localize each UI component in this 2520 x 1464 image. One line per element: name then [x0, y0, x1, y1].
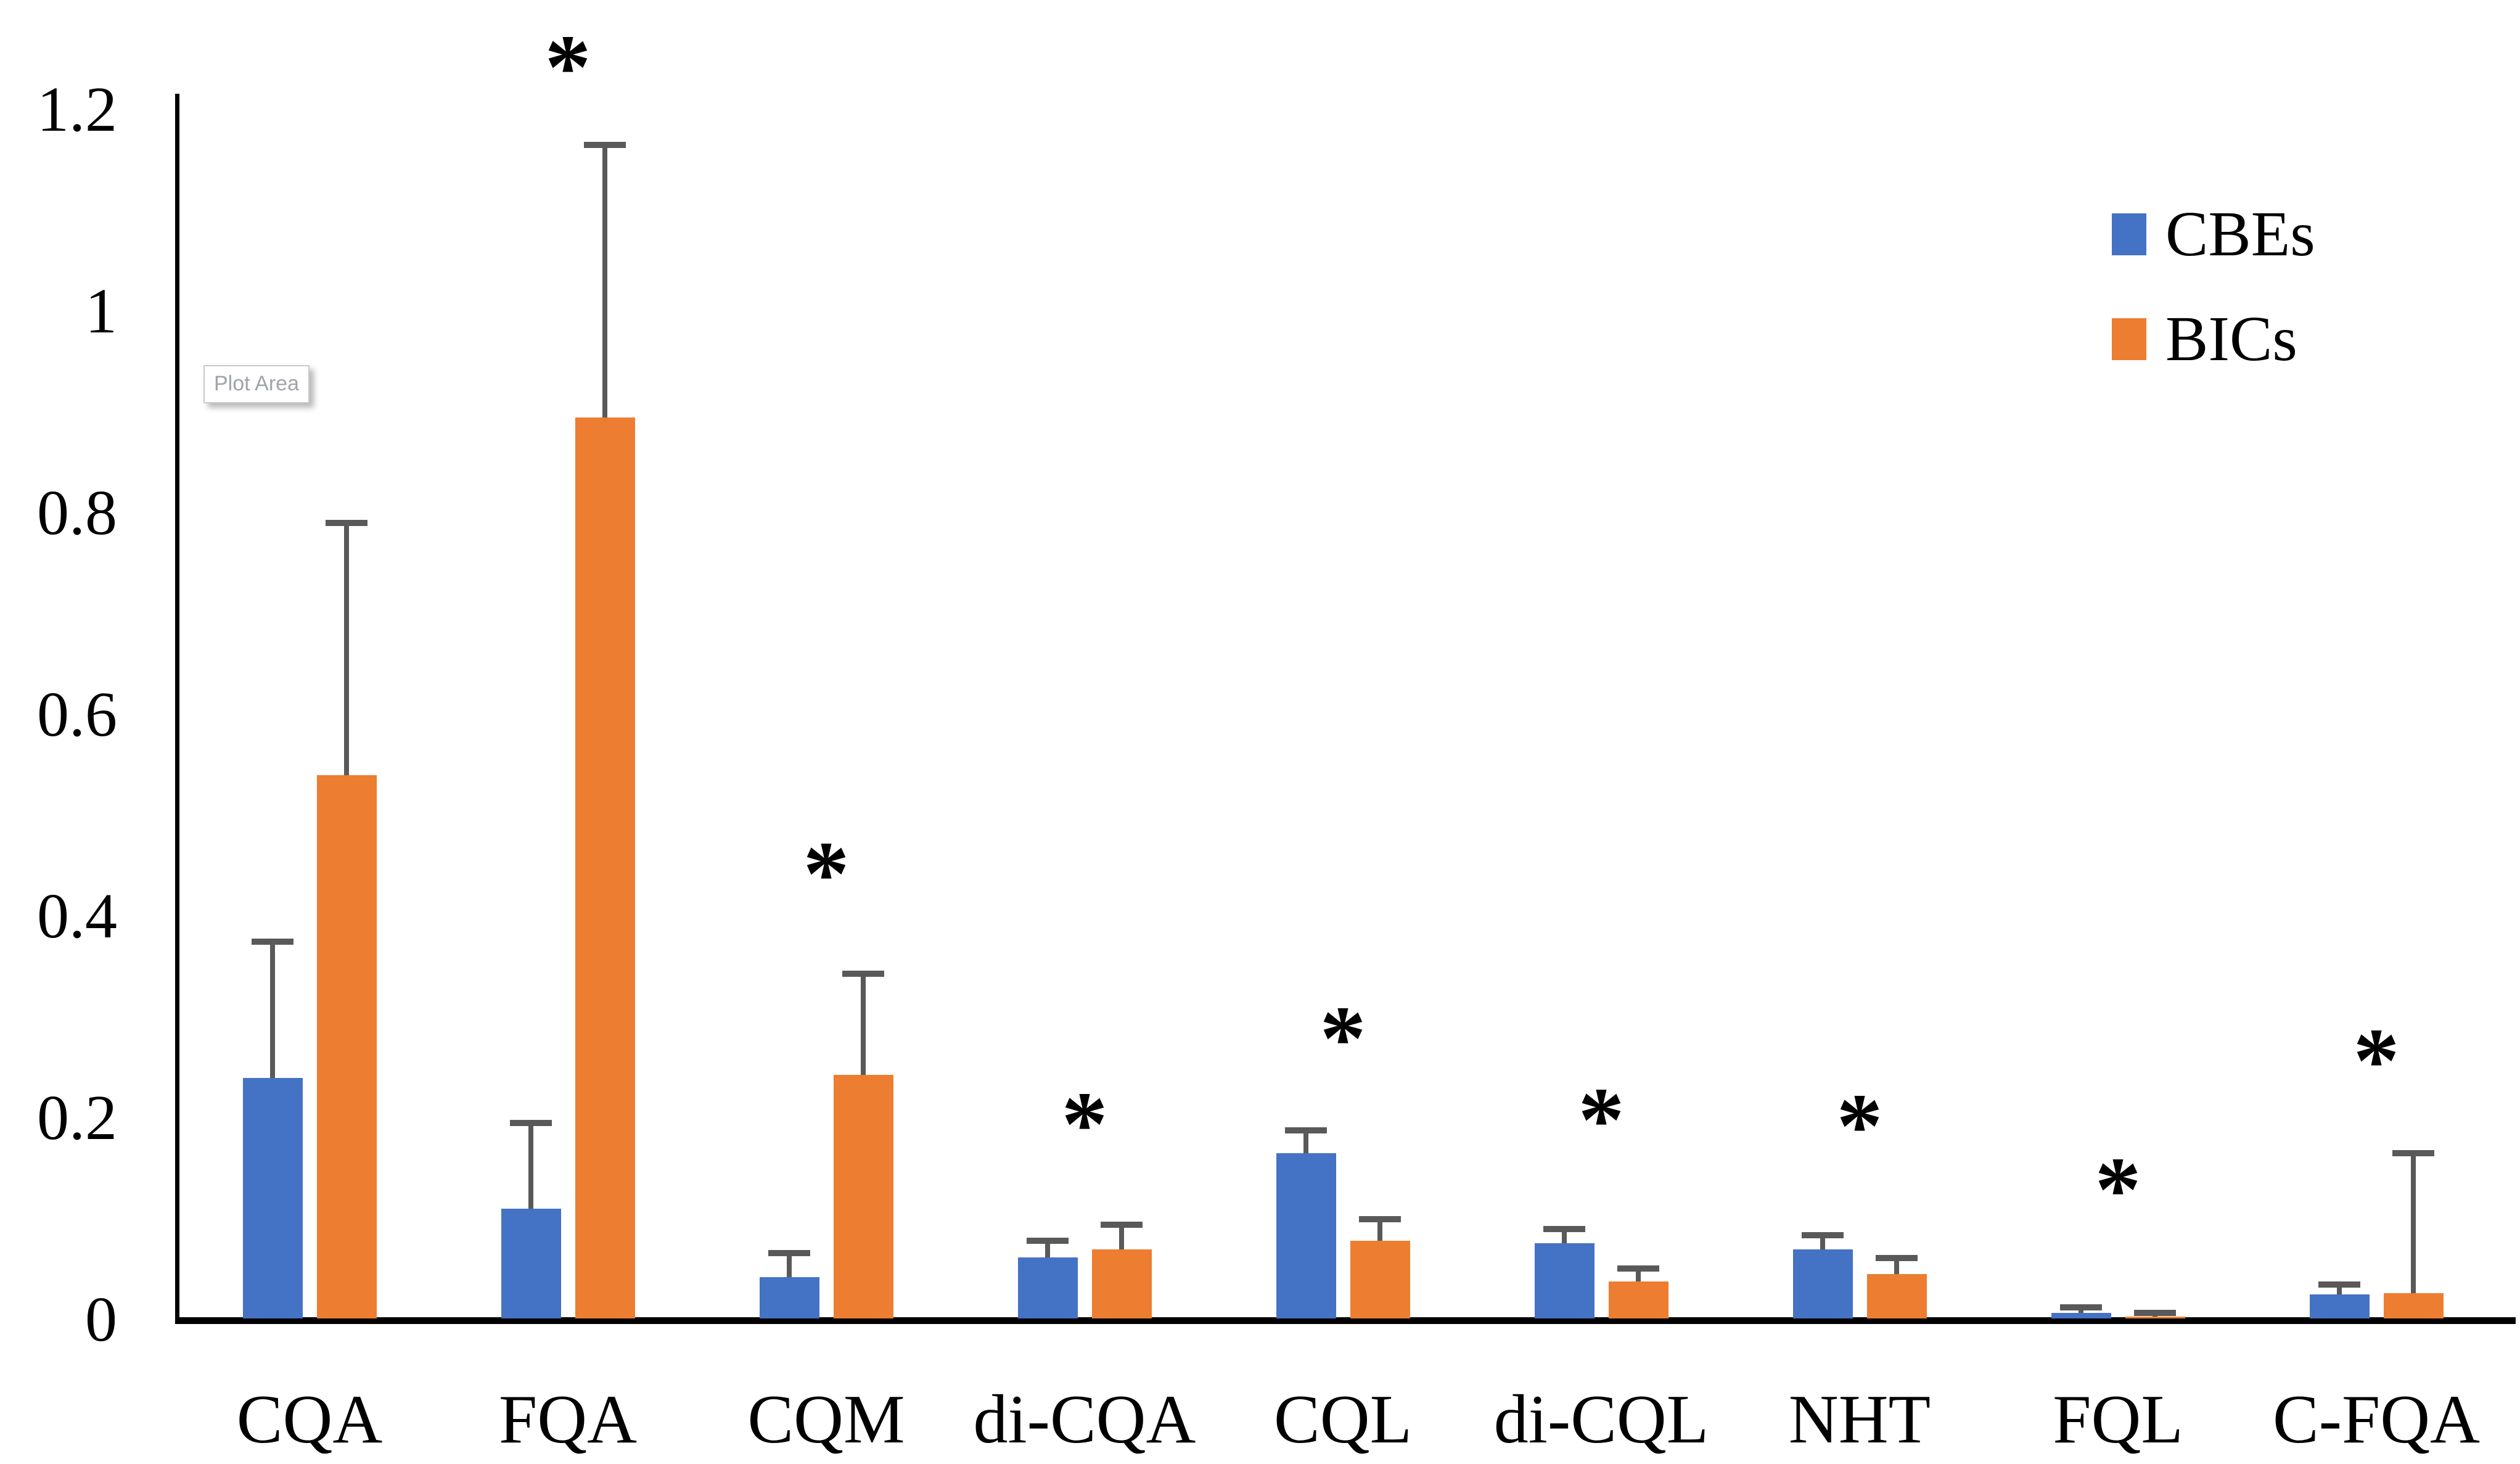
error-cap-CBEs-NHT: [1802, 1232, 1844, 1238]
error-cap-BICs-CQA: [326, 520, 367, 527]
x-category-label-C-FQA[interactable]: C-FQA: [2272, 1381, 2481, 1458]
error-cap-CBEs-FQA: [510, 1120, 552, 1127]
bar-CBEs-C-FQA[interactable]: [2309, 1294, 2370, 1318]
significance-asterisk-CQL[interactable]: *: [1320, 987, 1366, 1090]
error-cap-CBEs-CQL: [1285, 1127, 1327, 1133]
plot-area-tooltip: Plot Area: [203, 365, 310, 403]
significance-asterisk-di-CQL[interactable]: *: [1578, 1069, 1625, 1172]
error-cap-CBEs-di-CQL: [1543, 1225, 1585, 1232]
error-bar-BICs-FQA: [602, 145, 607, 417]
error-bar-CBEs-di-CQA: [1045, 1241, 1050, 1257]
bar-BICs-FQA[interactable]: [575, 417, 635, 1318]
error-bar-CBEs-di-CQL: [1562, 1228, 1567, 1243]
error-bar-CBEs-CQM: [787, 1253, 792, 1278]
bar-BICs-NHT[interactable]: [1866, 1274, 1927, 1318]
significance-asterisk-CQM[interactable]: *: [803, 823, 850, 926]
y-tick-label-1[interactable]: 1: [85, 276, 117, 347]
bar-BICs-C-FQA[interactable]: [2383, 1293, 2444, 1318]
error-cap-CBEs-FQL: [2060, 1304, 2102, 1311]
error-bar-BICs-CQA: [344, 523, 349, 776]
legend-swatch-BICs[interactable]: [2112, 318, 2146, 360]
bar-CBEs-CQM[interactable]: [759, 1277, 819, 1318]
significance-asterisk-di-CQA[interactable]: *: [1061, 1072, 1108, 1175]
error-bar-CBEs-C-FQA: [2337, 1284, 2342, 1295]
error-cap-CBEs-CQM: [768, 1250, 810, 1257]
error-bar-BICs-C-FQA: [2411, 1153, 2416, 1294]
y-tick-label-0.8[interactable]: 0.8: [37, 477, 117, 548]
error-cap-CBEs-C-FQA: [2318, 1281, 2360, 1288]
bar-BICs-FQL[interactable]: [2125, 1317, 2185, 1318]
significance-asterisk-FQA[interactable]: *: [544, 16, 591, 119]
bar-BICs-di-CQA[interactable]: [1091, 1249, 1152, 1318]
x-axis-line: [175, 1317, 2516, 1324]
error-cap-BICs-NHT: [1876, 1255, 1918, 1262]
error-bar-BICs-NHT: [1894, 1258, 1899, 1275]
y-tick-label-0[interactable]: 0: [85, 1284, 117, 1355]
legend-label-CBEs[interactable]: CBEs: [2165, 199, 2315, 269]
error-cap-BICs-FQA: [584, 142, 626, 149]
error-bar-BICs-CQM: [861, 974, 866, 1075]
x-category-label-di-CQA[interactable]: di-CQA: [973, 1381, 1196, 1458]
significance-asterisk-C-FQA[interactable]: *: [2353, 1009, 2400, 1112]
error-cap-CBEs-di-CQA: [1027, 1238, 1069, 1244]
error-cap-BICs-FQL: [2134, 1309, 2176, 1316]
bar-CBEs-di-CQL[interactable]: [1534, 1243, 1594, 1318]
y-tick-label-0.6[interactable]: 0.6: [37, 679, 117, 750]
bar-CBEs-FQA[interactable]: [501, 1209, 561, 1318]
error-cap-BICs-CQM: [842, 971, 884, 977]
x-category-label-FQA[interactable]: FQA: [498, 1381, 638, 1458]
error-bar-CBEs-NHT: [1820, 1235, 1825, 1249]
error-bar-BICs-di-CQL: [1636, 1268, 1641, 1281]
error-bar-BICs-CQL: [1377, 1219, 1382, 1241]
significance-asterisk-NHT[interactable]: *: [1836, 1075, 1883, 1178]
bar-BICs-CQA[interactable]: [316, 775, 377, 1318]
bar-BICs-CQL[interactable]: [1350, 1241, 1410, 1318]
bar-CBEs-NHT[interactable]: [1792, 1249, 1853, 1318]
y-tick-label-1.2[interactable]: 1.2: [37, 74, 117, 145]
legend-swatch-CBEs[interactable]: [2112, 213, 2146, 255]
error-bar-CBEs-CQA: [270, 941, 275, 1078]
bar-CBEs-CQL[interactable]: [1276, 1153, 1336, 1318]
error-cap-CBEs-CQA: [252, 938, 293, 945]
error-bar-CBEs-FQA: [528, 1123, 533, 1209]
x-category-label-CQA[interactable]: CQA: [236, 1381, 383, 1458]
bar-CBEs-CQA[interactable]: [242, 1077, 303, 1318]
error-cap-BICs-di-CQL: [1617, 1265, 1659, 1272]
x-category-label-di-CQL[interactable]: di-CQL: [1493, 1381, 1709, 1458]
error-bar-CBEs-CQL: [1303, 1130, 1308, 1154]
legend-label-BICs[interactable]: BICs: [2165, 303, 2297, 374]
bar-CBEs-FQL[interactable]: [2051, 1312, 2111, 1318]
y-axis-line: [175, 94, 179, 1323]
y-tick-label-0.4[interactable]: 0.4: [37, 881, 117, 952]
y-tick-label-0.2[interactable]: 0.2: [37, 1082, 117, 1153]
x-category-label-CQL[interactable]: CQL: [1274, 1381, 1412, 1458]
significance-asterisk-FQL[interactable]: *: [2095, 1138, 2141, 1241]
error-cap-BICs-CQL: [1359, 1215, 1401, 1222]
bar-BICs-di-CQL[interactable]: [1608, 1281, 1668, 1318]
error-bar-BICs-di-CQA: [1119, 1225, 1124, 1249]
x-category-label-FQL[interactable]: FQL: [2053, 1381, 2183, 1458]
error-cap-BICs-di-CQA: [1101, 1222, 1143, 1228]
bar-BICs-CQM[interactable]: [833, 1074, 893, 1318]
x-category-label-NHT[interactable]: NHT: [1788, 1381, 1931, 1458]
x-category-label-CQM[interactable]: CQM: [747, 1381, 905, 1458]
bar-CBEs-di-CQA[interactable]: [1017, 1257, 1078, 1318]
error-cap-BICs-C-FQA: [2392, 1150, 2434, 1157]
